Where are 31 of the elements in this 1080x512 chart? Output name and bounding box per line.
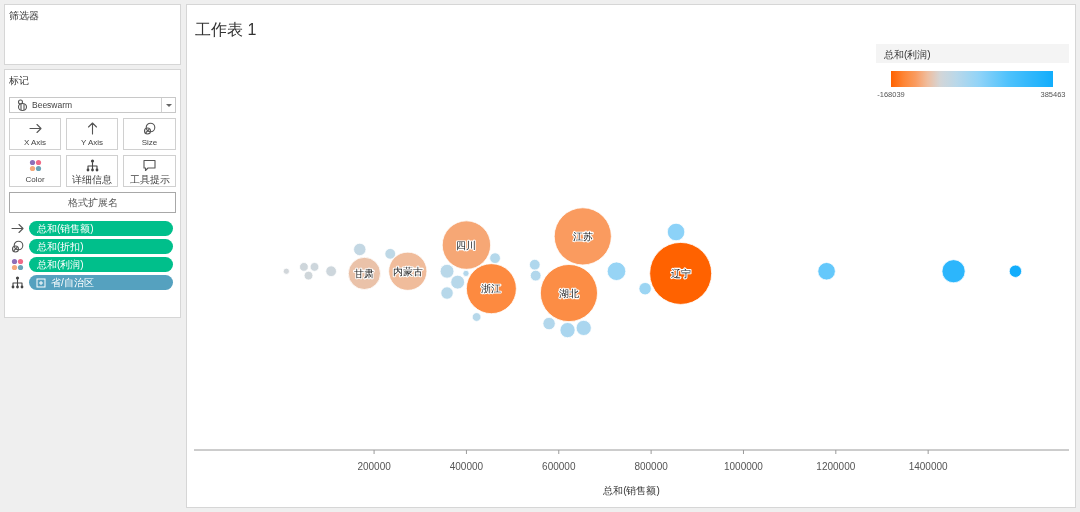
x-tick-label: 400000 [449,461,484,472]
x-tick-label: 1000000 [724,461,764,472]
button: 详细信息 [66,155,118,187]
button: 格式扩展名 [9,192,176,213]
chart-title: 工作表 1 [195,21,257,38]
annotation: 浙江 [481,283,502,295]
field-pill: 总和(利润) [29,257,173,272]
annotation: 江苏 [572,230,593,242]
field-pill: 总和(折扣) [29,239,173,254]
annotation: 内蒙古 [392,265,423,277]
x-tick-label: 1200000 [816,461,856,472]
text: 标记 [9,74,29,88]
button: 工具提示 [123,155,176,187]
field-pill: 总和(销售额) [29,221,173,236]
text: 筛选器 [9,9,39,23]
annotation: 湖北 [558,287,579,299]
color-bar-title: 总和(利润) [883,49,931,60]
annotation: 辽宁 [670,267,691,279]
annotation: 甘肃 [354,267,375,279]
field-pill: 省/自治区 [29,275,173,290]
x-tick-label: 800000 [634,461,669,472]
button: Size [123,118,176,150]
button: X Axis [9,118,61,150]
annotation: 四川 [456,239,477,251]
x-axis-title: 总和(销售额) [602,485,660,496]
x-tick-label: 600000 [542,461,576,472]
x-tick-label: 1400000 [908,461,949,472]
button: Color [9,155,61,187]
x-tick-label: 200000 [357,461,392,472]
dropdown: Beeswarm [9,97,176,113]
button: Y Axis [66,118,118,150]
